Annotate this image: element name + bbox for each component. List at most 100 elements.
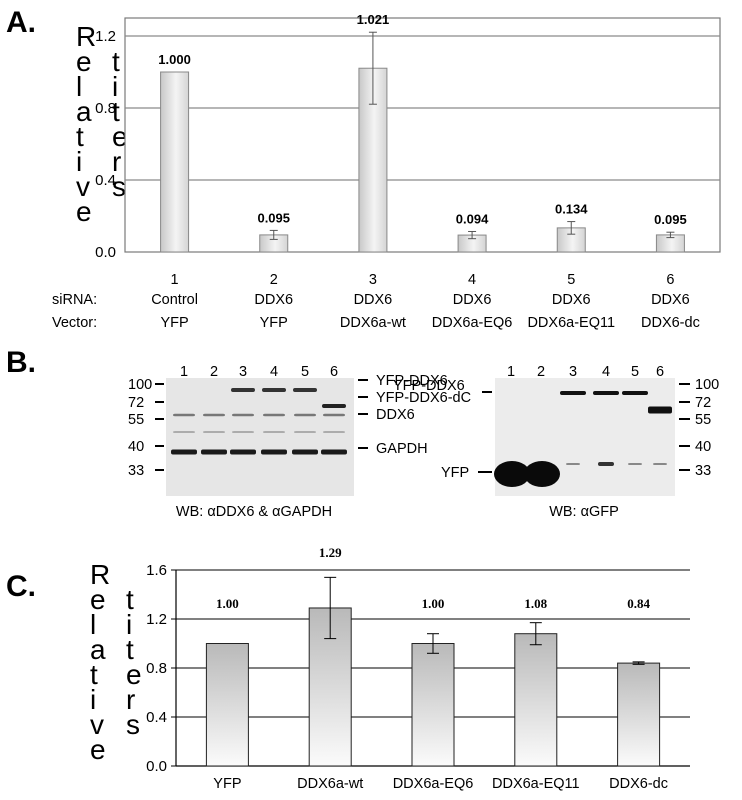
panel-a-ytick: 0.0 xyxy=(95,244,116,261)
panel-a-vector-label: YFP xyxy=(160,315,188,331)
panel-c-bar xyxy=(411,643,455,767)
blot-right-lane-number: 2 xyxy=(537,364,545,380)
panel-b-letter: B. xyxy=(6,346,36,379)
blot-left-lane-number: 4 xyxy=(270,364,278,380)
blot-right-mw-marker: 100 xyxy=(695,377,719,393)
blot-right-band xyxy=(566,463,580,465)
blot-right-mw-marker: 72 xyxy=(695,395,711,411)
panel-a-value-label: 0.095 xyxy=(257,210,290,225)
blot-left-band-label: YFP-DDX6 xyxy=(376,373,448,389)
blot-left-mw-marker: 55 xyxy=(128,412,144,428)
panel-c-ytick: 1.6 xyxy=(146,562,167,579)
blot-right-band-label: YFP xyxy=(441,465,469,481)
panel-a-sirna-label: Control xyxy=(151,292,198,308)
panel-a-value-label: 0.095 xyxy=(654,212,687,227)
panel-c-category-label: DDX6a-wt xyxy=(297,776,363,792)
blot-left-band xyxy=(292,449,318,455)
blot-left-band xyxy=(261,449,287,455)
panel-a-sirna-label: DDX6 xyxy=(552,292,591,308)
panel-c-value-label: 1.08 xyxy=(524,596,547,611)
panel-c-bar xyxy=(617,662,661,767)
blot-right-lane-number: 4 xyxy=(602,364,610,380)
panel-a-vector-label: DDX6a-EQ11 xyxy=(527,315,615,331)
blot-right-band xyxy=(622,391,648,395)
panel-a-value-label: 1.021 xyxy=(357,12,390,27)
blot-left-lane-number: 2 xyxy=(210,364,218,380)
panel-a-plot-frame xyxy=(124,17,721,253)
blot-left-band-label: YFP-DDX6-dC xyxy=(376,390,471,406)
panel-a-sirna-label: DDX6 xyxy=(651,292,690,308)
panel-a-lane-number: 6 xyxy=(666,272,674,288)
blot-right-band xyxy=(598,462,614,466)
panel-c-ytick: 0.8 xyxy=(146,660,167,677)
panel-a-value-label: 0.094 xyxy=(456,211,489,226)
panel-a-sirna-label: DDX6 xyxy=(254,292,293,308)
panel-c-letter: C. xyxy=(6,570,36,603)
blot-left-band xyxy=(203,431,225,433)
blot-left-band xyxy=(321,449,347,455)
blot-left-band xyxy=(230,449,256,455)
blot-left-band-label: DDX6 xyxy=(376,407,415,423)
panel-a-vector-label: DDX6a-wt xyxy=(340,315,406,331)
blot-left-band xyxy=(173,413,195,417)
panel-a-lane-number: 3 xyxy=(369,272,377,288)
blot-left-mw-marker: 33 xyxy=(128,463,144,479)
blot-left-band xyxy=(262,388,286,392)
panel-a-lane-number: 5 xyxy=(567,272,575,288)
blot-right-lane-number: 3 xyxy=(569,364,577,380)
panel-c-category-label: DDX6a-EQ6 xyxy=(393,776,474,792)
panel-c-category-label: YFP xyxy=(213,776,241,792)
blot-left-band xyxy=(263,413,285,417)
blot-right-band xyxy=(560,391,586,395)
blot-left-lane-number: 3 xyxy=(239,364,247,380)
blot-right-lane-number: 1 xyxy=(507,364,515,380)
panel-a-ytick: 0.4 xyxy=(95,172,116,189)
blot-left-band xyxy=(322,404,346,408)
panel-a-vector-label: DDX6-dc xyxy=(641,315,700,331)
blot-right-band-label: YFP-DDX6 xyxy=(393,378,465,394)
blot-right-yfp-band xyxy=(494,461,530,487)
blot-left-caption: WB: αDDX6 & αGAPDH xyxy=(176,504,332,520)
blot-left-band xyxy=(294,431,316,433)
blot-left-band xyxy=(293,388,317,392)
panel-a-bar xyxy=(160,71,190,253)
blot-left-lane-number: 5 xyxy=(301,364,309,380)
panel-a-ytick: 1.2 xyxy=(95,28,116,45)
panel-a-lane-number: 1 xyxy=(171,272,179,288)
blot-left-band xyxy=(323,413,345,417)
blot-right-band xyxy=(653,463,667,465)
panel-c-value-label: 1.29 xyxy=(319,545,342,560)
blot-right-mw-marker: 40 xyxy=(695,439,711,455)
blot-right-band xyxy=(648,406,672,414)
panel-a-ytick: 0.8 xyxy=(95,100,116,117)
blot-left-band xyxy=(323,431,345,433)
blot-left-band xyxy=(203,413,225,417)
blot-right-yfp-band xyxy=(524,461,560,487)
blot-left-mw-marker: 100 xyxy=(128,377,152,393)
blot-left-band xyxy=(294,413,316,417)
blot-left-mw-marker: 40 xyxy=(128,439,144,455)
panel-c-ytick: 0.4 xyxy=(146,709,167,726)
panel-c-bar xyxy=(205,643,249,767)
panel-c-chart: 0.0 0.4 0.8 1.2 1.6 1.00 YFP 1.29 DDX6a-wt 1.00 DD… xyxy=(146,545,690,792)
blot-left-band xyxy=(232,431,254,433)
panel-c-bar xyxy=(514,633,558,767)
panel-c-ytick: 1.2 xyxy=(146,611,167,628)
blot-right-band xyxy=(628,463,642,465)
panel-a-row-label-vector: Vector: xyxy=(52,315,97,331)
panel-c-value-label: 1.00 xyxy=(422,596,445,611)
blot-left-lane-number: 1 xyxy=(180,364,188,380)
panel-a-vector-label: YFP xyxy=(260,315,288,331)
blot-right-band xyxy=(593,391,619,395)
panel-a-lane-number: 2 xyxy=(270,272,278,288)
panel-a-vector-label: DDX6a-EQ6 xyxy=(432,315,513,331)
panel-c-ytick: 0.0 xyxy=(146,758,167,775)
blot-left-band xyxy=(201,449,227,455)
blot-left-membrane xyxy=(166,378,354,496)
panel-a-value-label: 1.000 xyxy=(158,52,191,67)
